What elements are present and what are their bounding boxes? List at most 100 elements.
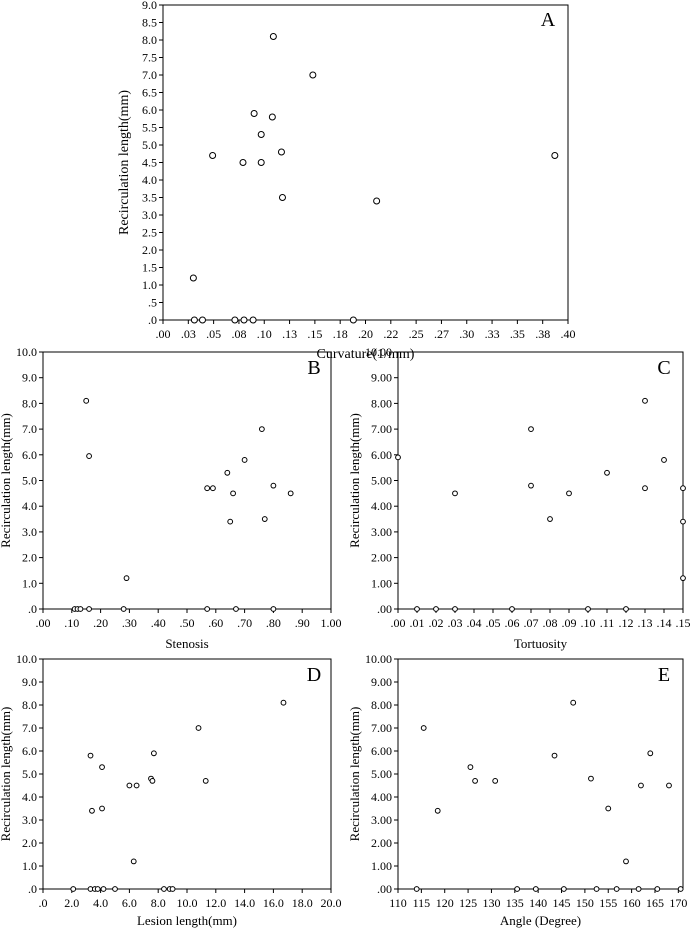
data-point-a	[269, 33, 277, 40]
x-axis-title-c: Tortuosity	[514, 636, 568, 651]
y-tick-label-c: 4.00	[371, 499, 392, 513]
y-tick-label-e: .00	[377, 882, 392, 896]
y-tick-label-a: 2.0	[142, 243, 157, 257]
y-tick-label-a: 8.0	[142, 33, 157, 47]
x-tick-label-e: 115	[413, 896, 431, 910]
data-point-a	[349, 316, 357, 324]
data-point-e	[666, 782, 672, 789]
y-tick-label-b: 9.0	[22, 371, 37, 385]
x-tick-label-a: .25	[409, 327, 424, 341]
y-tick-label-e: 4.00	[371, 790, 392, 804]
x-tick-label-c: .01	[410, 616, 425, 630]
data-point-b	[270, 606, 277, 612]
data-point-d	[150, 750, 157, 757]
data-point-e	[588, 775, 594, 782]
data-point-d	[161, 886, 167, 892]
x-tick-label-e: 140	[529, 896, 547, 910]
x-tick-label-b: .60	[208, 616, 223, 630]
y-tick-label-d: 7.0	[22, 721, 37, 735]
y-axis-title-b: Recirculation length(mm)	[0, 413, 13, 548]
data-point-c	[528, 482, 534, 489]
y-tick-label-c: 1.00	[371, 576, 392, 590]
y-tick-label-b: 7.0	[22, 422, 37, 436]
data-point-e	[605, 805, 612, 812]
data-point-b	[270, 482, 277, 489]
y-tick-label-c: 10.00	[365, 345, 392, 359]
x-axis-title-e: Angle (Degree)	[500, 913, 581, 928]
data-point-b	[241, 457, 248, 463]
x-tick-label-a: .20	[358, 327, 373, 341]
y-tick-label-e: 9.00	[371, 675, 392, 689]
y-tick-label-b: 10.0	[16, 345, 37, 359]
plot-frame-c	[397, 351, 684, 610]
data-point-b	[210, 485, 216, 492]
x-tick-label-c: .14	[657, 616, 672, 630]
y-tick-label-e: 6.00	[371, 744, 392, 758]
y-tick-label-a: 3.5	[142, 191, 157, 205]
panel-e: .00 1.00 2.00 3.00 4.00 5.00 6.00 7.00 8.00 9.00 1…	[347, 652, 687, 928]
x-tick-label-a: .27	[434, 327, 449, 341]
data-point-e	[647, 750, 654, 757]
x-tick-label-a: .33	[485, 327, 500, 341]
data-point-e	[593, 886, 600, 892]
y-axis-title-d: Recirculation length(mm)	[0, 707, 13, 842]
y-tick-label-a: 6.0	[142, 103, 157, 117]
y-tick-label-c: 5.00	[371, 474, 392, 488]
x-tick-label-c: .03	[448, 616, 463, 630]
plot-frame-e	[397, 658, 684, 890]
x-tick-label-d: 8.0	[151, 896, 166, 910]
y-tick-label-a: 2.5	[142, 226, 157, 240]
x-tick-label-c: .00	[391, 616, 406, 630]
x-tick-label-c: .04	[467, 616, 482, 630]
data-point-a	[373, 197, 381, 205]
data-point-c	[452, 606, 458, 612]
y-axis-title-a: Recirculation length(mm)	[117, 90, 132, 235]
x-tick-label-d: .0	[39, 896, 48, 910]
data-point-a	[551, 152, 559, 159]
x-axis-title-b: Stenosis	[165, 636, 208, 651]
y-tick-label-a: 1.5	[142, 261, 157, 275]
x-tick-label-a: .10	[257, 327, 272, 341]
y-tick-label-a: 5.0	[142, 138, 157, 152]
x-tick-label-e: 170	[669, 896, 687, 910]
data-point-e	[467, 764, 474, 770]
x-tick-label-d: 14.0	[234, 896, 255, 910]
data-point-d	[99, 764, 105, 770]
x-tick-label-c: .10	[581, 616, 596, 630]
data-point-e	[532, 886, 539, 892]
data-point-d	[94, 886, 101, 892]
y-tick-label-a: 4.0	[142, 173, 157, 187]
panel-d: .0 1.0 2.0 3.0 4.0 5.0 6.0 7.0 8.0 9.0 10.0 .0 2.0 4.…	[0, 652, 342, 928]
data-point-c	[604, 469, 610, 476]
y-tick-label-d: 10.0	[16, 652, 37, 666]
data-point-e	[623, 858, 629, 865]
data-point-a	[190, 316, 198, 324]
data-point-a	[277, 148, 285, 156]
x-tick-label-c: .12	[619, 616, 634, 630]
data-point-c	[528, 426, 534, 433]
data-point-c	[680, 518, 686, 525]
x-tick-label-d: 16.0	[263, 896, 284, 910]
data-point-d	[100, 886, 107, 892]
y-tick-label-d: .0	[28, 882, 37, 896]
data-point-b	[204, 606, 211, 612]
data-point-e	[420, 725, 427, 731]
data-point-b	[227, 518, 234, 525]
y-tick-label-e: 7.00	[371, 721, 392, 735]
x-tick-label-c: .06	[505, 616, 520, 630]
data-point-c	[642, 397, 648, 404]
data-point-d	[112, 886, 118, 892]
x-tick-label-a: .15	[307, 327, 322, 341]
plot-frame-b	[42, 351, 332, 610]
data-point-a	[257, 159, 265, 166]
data-point-d	[126, 782, 133, 789]
panel-label-e: E	[658, 664, 670, 686]
x-tick-label-c: .11	[600, 616, 615, 630]
data-point-e	[551, 752, 558, 759]
y-tick-label-a: 6.5	[142, 86, 157, 100]
data-point-e	[570, 699, 577, 706]
panel-label-c: C	[657, 357, 670, 379]
x-tick-label-e: 160	[623, 896, 641, 910]
data-point-c	[433, 606, 439, 612]
x-tick-label-e: 110	[389, 896, 407, 910]
